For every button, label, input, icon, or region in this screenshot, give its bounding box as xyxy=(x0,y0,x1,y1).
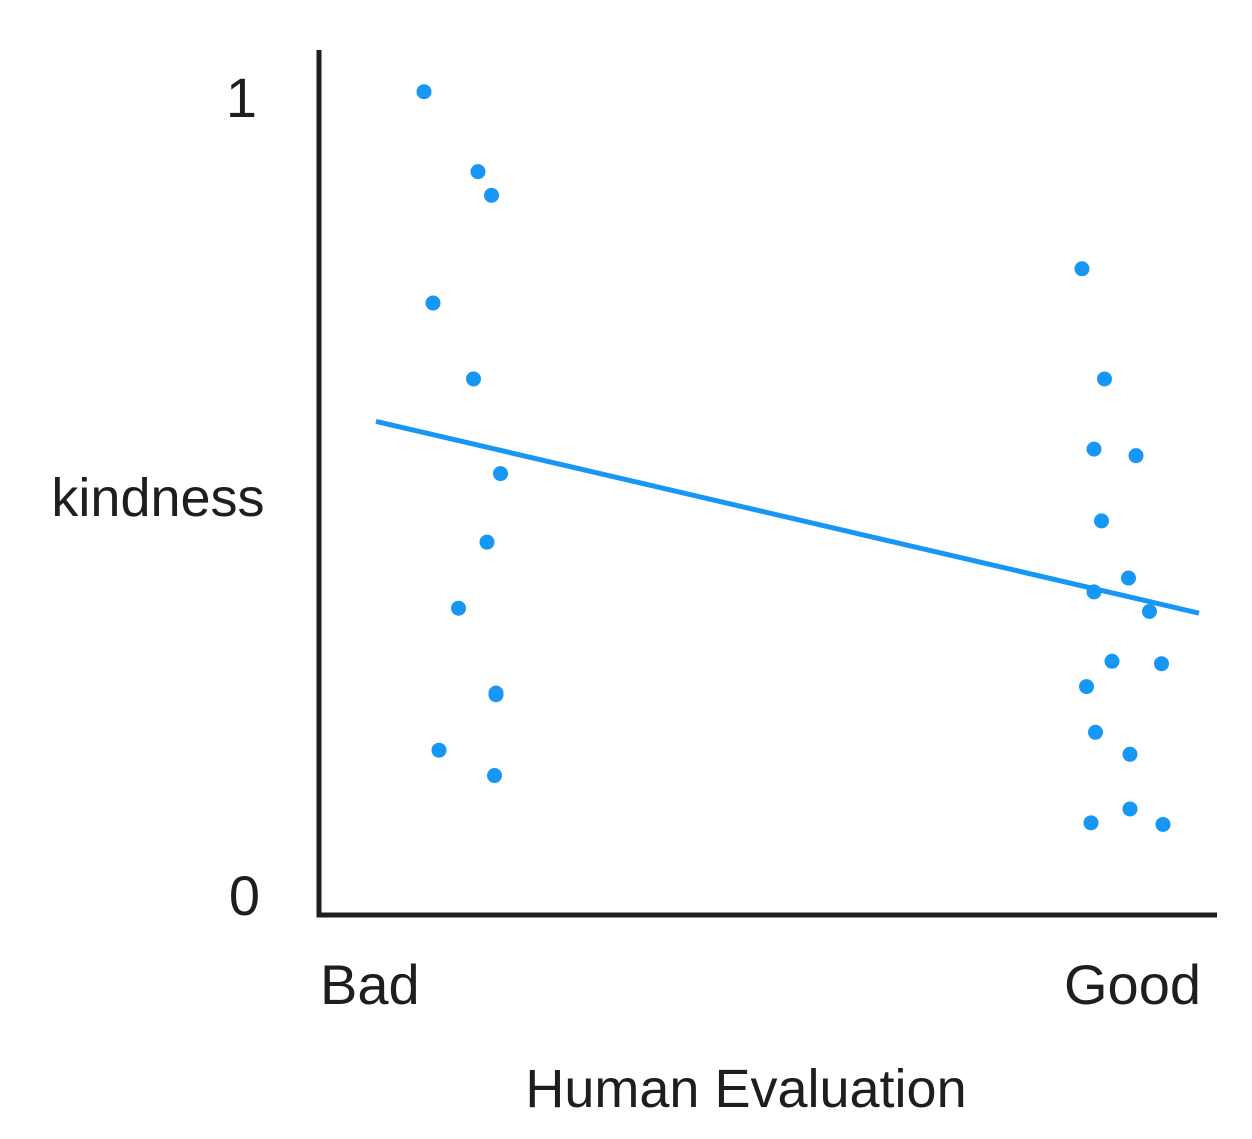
scatter-point-bad-8 xyxy=(451,600,466,616)
axes xyxy=(316,50,1217,918)
scatter-point-good-6 xyxy=(1121,570,1136,586)
scatter-point-good-14 xyxy=(1083,815,1099,831)
scatter-point-bad-3 xyxy=(484,187,499,203)
x-tick-label-good: Good xyxy=(1064,953,1201,1016)
scatter-point-good-2 xyxy=(1097,371,1112,387)
scatter-point-bad-5 xyxy=(466,371,481,387)
scatter-point-good-5 xyxy=(1094,513,1109,529)
scatter-point-bad-10 xyxy=(488,687,504,703)
y-tick-label-min: 0 xyxy=(229,864,260,927)
scatter-point-good-11 xyxy=(1079,679,1094,695)
points-layer xyxy=(416,84,1171,832)
scatter-point-bad-4 xyxy=(425,295,441,311)
scatter-point-bad-12 xyxy=(487,768,502,784)
scatter-point-bad-11 xyxy=(431,742,447,758)
scatter-point-bad-6 xyxy=(493,466,508,482)
trend-layer xyxy=(375,418,1200,616)
scatter-point-bad-7 xyxy=(479,534,495,550)
scatter-point-good-16 xyxy=(1155,816,1171,832)
scatter-point-good-7 xyxy=(1086,584,1102,600)
scatter-point-good-15 xyxy=(1122,801,1138,817)
scatter-point-good-12 xyxy=(1088,724,1103,740)
x-tick-label-bad: Bad xyxy=(320,953,420,1016)
scatter-point-good-3 xyxy=(1086,441,1102,457)
scatter-point-good-10 xyxy=(1154,656,1169,672)
scatter-point-good-13 xyxy=(1122,746,1138,762)
scatter-point-bad-1 xyxy=(416,84,432,100)
scatter-point-good-1 xyxy=(1074,261,1090,277)
x-axis-title: Human Evaluation xyxy=(525,1059,966,1119)
scatter-point-good-4 xyxy=(1128,448,1144,464)
y-axis-title: kindness xyxy=(51,468,264,528)
y-tick-label-max: 1 xyxy=(226,66,257,129)
scatter-point-good-8 xyxy=(1142,604,1157,620)
scatter-point-bad-2 xyxy=(470,164,486,180)
trend-line xyxy=(375,418,1200,616)
scatter-point-good-9 xyxy=(1104,653,1120,669)
